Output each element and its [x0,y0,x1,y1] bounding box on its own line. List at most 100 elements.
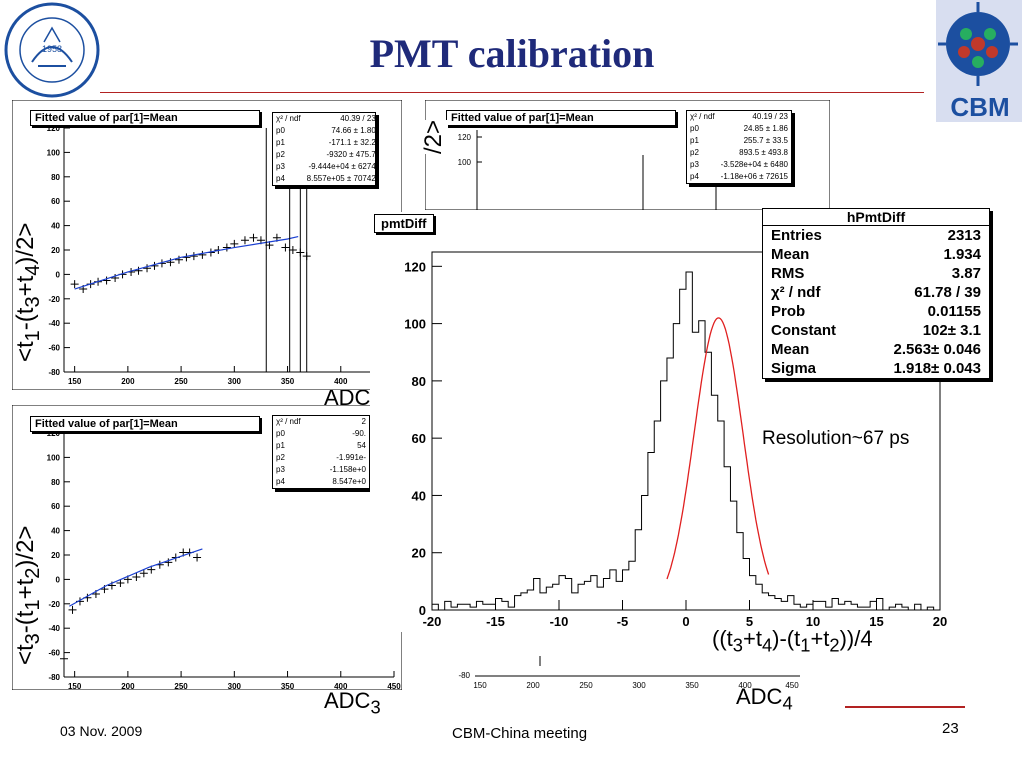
stats-key: p1 [276,138,285,147]
y-tick-label: -60 [48,649,60,658]
stats-key: p3 [690,160,699,169]
stats-key: Constant [771,322,836,339]
stats-row: p1 54 [273,440,369,452]
resolution-label: Resolution~67 ps [762,428,910,449]
y-tick-label: 80 [51,478,60,487]
stats-key: p1 [690,136,699,145]
data-point [281,243,290,252]
x-tick-label: 300 [228,682,242,690]
stats-value: 0.01155 [927,303,981,320]
stats-row: p0 -90. [273,428,369,440]
stats-row: Mean 2.563± 0.046 [763,340,989,359]
y-tick-label: 20 [51,551,60,560]
stats-row: p3 -9.444e+04 ± 6274 [273,161,379,173]
stats-value: 54 [357,441,366,450]
x-tick-label: 350 [281,377,295,386]
stats-key: Prob [771,303,806,320]
stats-row: p2 893.5 ± 493.8 [687,147,791,159]
data-point [60,654,68,663]
y-tick-label: 120 [47,124,61,133]
x-label-bottom-right: ADC4 [736,684,793,714]
y-tick-label: 80 [412,374,426,389]
stats-value: -1.18e+06 ± 72615 [720,172,788,181]
cbm-logo: CBM [936,0,1022,122]
y-tick-label: 0 [419,603,426,618]
y-tick-label: -20 [48,295,60,304]
y-tick-label: 120 [47,429,61,438]
x-tick-label: 5 [746,614,753,629]
data-point [198,250,207,259]
stats-key: p4 [276,174,285,183]
footer-page: 23 [942,720,959,737]
plot-diff-stats: hPmtDiff Entries 2313 Mean 1.934 RMS 3.87 χ² /… [762,208,990,379]
stats-value: -90. [352,429,366,438]
x-tick-label: -15 [486,614,505,629]
data-point [164,558,173,567]
data-point [134,266,143,275]
stats-value: 2.563± 0.046 [893,341,981,358]
cbm-logo-text: CBM [950,92,1009,122]
stats-value: -9320 ± 475.7 [326,150,376,159]
x-tick-label: 150 [68,682,82,690]
data-point [166,258,175,267]
x-tick-label: 10 [806,614,820,629]
y-label-top: <t1-(t3+t4)/2> [12,222,44,362]
y-tick-label: 0 [56,270,61,279]
data-point [222,243,231,252]
plot-bl-stats: χ² / ndf 2 p0 -90. p1 54 p2 -1.991e-p3 -1.158e+0… [272,415,370,489]
data-point [143,264,152,273]
data-point [288,246,297,254]
stats-row: χ² / ndf 40.19 / 23 [687,111,791,123]
plot-tr-title: Fitted value of par[1]=Mean [446,110,676,126]
stats-value: -9.444e+04 ± 6274 [308,162,376,171]
stats-key: p4 [276,477,285,486]
stats-value: 893.5 ± 493.8 [739,148,788,157]
data-point [139,569,148,578]
x-tick-label: 400 [334,377,348,386]
stats-value: 40.39 / 23 [340,114,376,123]
footer-date: 03 Nov. 2009 [60,723,143,739]
y-tick-label: 100 [47,453,61,462]
logo-year: 1958 [42,44,62,54]
stats-key: Entries [771,227,822,244]
stats-row: p4 8.547e+0 [273,476,369,488]
stats-key: p2 [276,453,285,462]
stats-value: 24.85 ± 1.86 [743,124,788,133]
data-point [230,239,239,248]
y-tick-label: -20 [48,600,60,609]
stats-value: -1.158e+0 [329,465,366,474]
x-tick-label: 200 [121,377,135,386]
stats-row: Constant 102± 3.1 [763,321,989,340]
data-point [132,572,141,581]
br-tick-400: 400 [738,681,752,690]
stats-row: p2 -9320 ± 475.7 [273,149,379,161]
stats-value: 255.7 ± 33.5 [743,136,788,145]
stats-value: -3.528e+04 ± 6480 [720,160,788,169]
stats-key: p4 [690,172,699,181]
data-point [116,579,125,588]
stats-row: RMS 3.87 [763,264,989,283]
plot-br-axis: -80 150 200 250 300 350 400 450 [458,656,800,690]
x-tick-label: 250 [174,377,188,386]
stats-row: p4 -1.18e+06 ± 72615 [687,171,791,183]
stats-value: 74.66 ± 1.80 [331,126,376,135]
x-label-top-partial: ADC [324,385,371,410]
stats-value: 1.934 [943,246,981,263]
x-tick-label: 350 [281,682,295,690]
stats-key: p0 [276,429,285,438]
br-tick-250: 250 [579,681,593,690]
stats-row: Prob 0.01155 [763,302,989,321]
x-tick-label: -5 [617,614,629,629]
tr-tick-100: 100 [458,158,472,167]
stats-row: p3 -3.528e+04 ± 6480 [687,159,791,171]
stats-row: χ² / ndf 61.78 / 39 [763,283,989,302]
plot-tr-stats: χ² / ndf 40.19 / 23 p0 24.85 ± 1.86 p1 255.7 … [686,110,792,184]
stats-value: 3.87 [951,265,981,282]
stats-key: Sigma [771,360,817,377]
footer-accent-line [845,706,965,708]
histogram-line [431,271,940,611]
stats-key: p1 [276,441,285,450]
y-tick-label: 20 [51,246,60,255]
stats-value: 2 [361,417,366,426]
fit-line [69,548,203,607]
